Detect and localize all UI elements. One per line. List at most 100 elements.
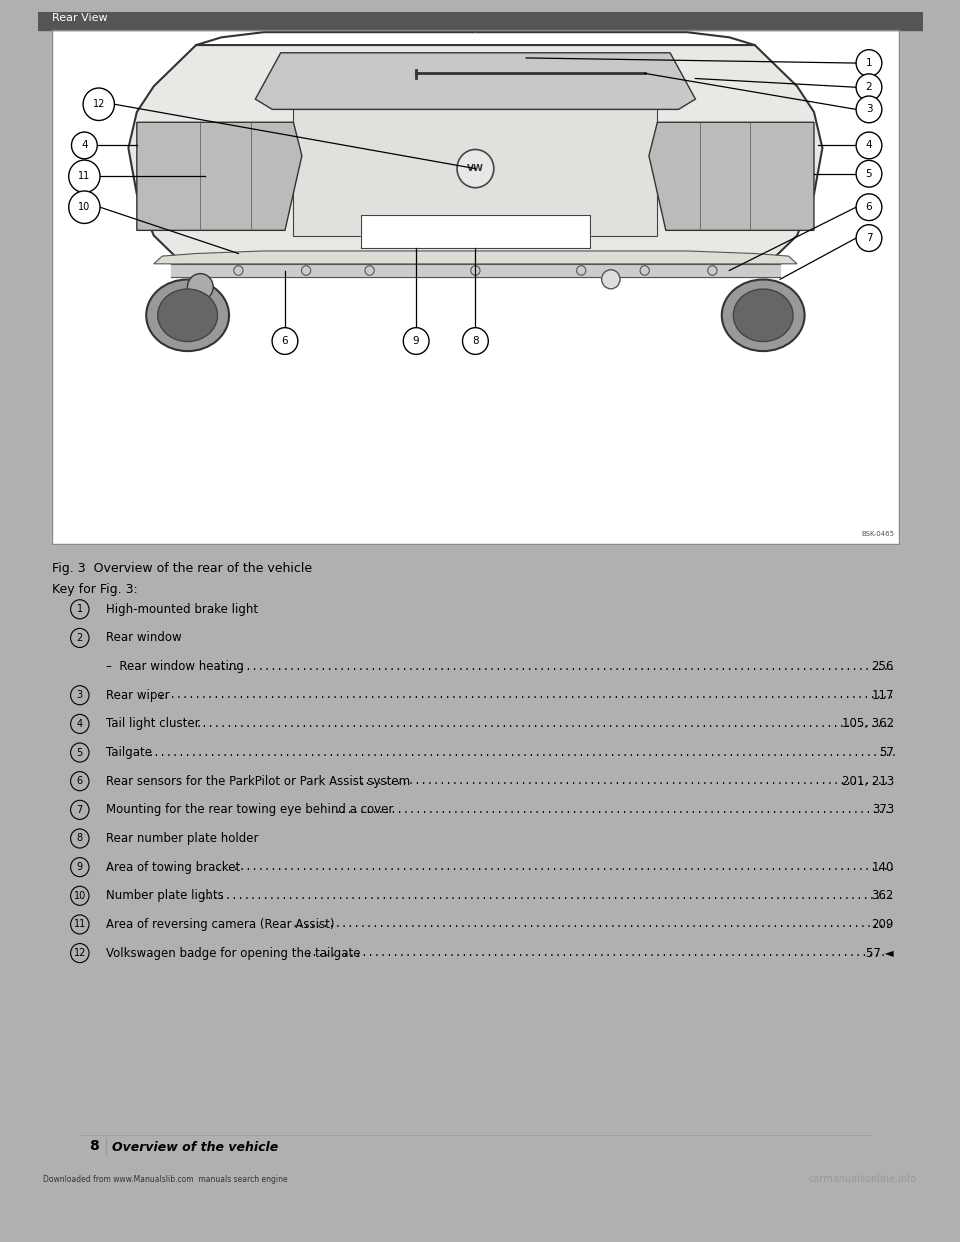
Text: ................................................................................: ........................................…	[195, 719, 896, 729]
Text: 5: 5	[77, 748, 83, 758]
Text: High-mounted brake light: High-mounted brake light	[106, 602, 257, 616]
Ellipse shape	[146, 279, 229, 351]
Text: 1: 1	[77, 605, 83, 615]
Text: 9: 9	[77, 862, 83, 872]
Text: 117: 117	[872, 689, 894, 702]
Text: 209: 209	[872, 918, 894, 932]
Text: ................................................................................: ........................................…	[214, 862, 896, 872]
Text: 11: 11	[74, 919, 86, 929]
Text: Area of reversing camera (Rear Assist): Area of reversing camera (Rear Assist)	[106, 918, 334, 932]
Circle shape	[856, 225, 882, 251]
Text: 12: 12	[92, 99, 105, 109]
Text: ................................................................................: ........................................…	[214, 662, 896, 672]
Text: 6: 6	[866, 202, 873, 212]
Text: 2: 2	[866, 82, 873, 92]
Circle shape	[187, 273, 213, 301]
Circle shape	[856, 73, 882, 101]
Text: 7: 7	[866, 233, 873, 243]
Text: ................................................................................: ........................................…	[334, 805, 890, 815]
Text: ................................................................................: ........................................…	[157, 691, 895, 700]
Polygon shape	[294, 102, 658, 236]
Circle shape	[602, 270, 620, 289]
Text: 4: 4	[81, 140, 87, 150]
Text: 8: 8	[89, 1139, 99, 1153]
Circle shape	[365, 266, 374, 276]
Ellipse shape	[722, 279, 804, 351]
Circle shape	[856, 194, 882, 221]
Text: Rear number plate holder: Rear number plate holder	[106, 832, 258, 845]
Text: ................................................................................: ........................................…	[305, 948, 887, 958]
Circle shape	[856, 132, 882, 159]
Text: 57 ◄: 57 ◄	[866, 946, 894, 960]
Text: 2: 2	[77, 633, 83, 643]
Polygon shape	[129, 45, 823, 272]
Text: 362: 362	[872, 889, 894, 902]
Text: Key for Fig. 3:: Key for Fig. 3:	[52, 582, 138, 596]
Text: 7: 7	[77, 805, 83, 815]
Polygon shape	[649, 122, 814, 230]
Circle shape	[272, 328, 298, 354]
Text: 5: 5	[866, 169, 873, 179]
Text: Tailgate: Tailgate	[106, 746, 152, 759]
Text: BSK-0465: BSK-0465	[861, 530, 894, 537]
Text: Volkswagen badge for opening the tailgate: Volkswagen badge for opening the tailgat…	[106, 946, 360, 960]
Text: Area of towing bracket: Area of towing bracket	[106, 861, 240, 873]
Text: 10: 10	[78, 202, 90, 212]
Text: Overview of the vehicle: Overview of the vehicle	[112, 1141, 278, 1154]
Circle shape	[856, 50, 882, 77]
Text: Mounting for the rear towing eye behind a cover: Mounting for the rear towing eye behind …	[106, 804, 393, 816]
Circle shape	[69, 160, 100, 193]
Text: 8: 8	[77, 833, 83, 843]
Text: Rear wiper: Rear wiper	[106, 689, 169, 702]
Text: –  Rear window heating: – Rear window heating	[106, 660, 244, 673]
Text: ................................................................................: ........................................…	[291, 919, 891, 929]
Text: Number plate lights: Number plate lights	[106, 889, 224, 902]
Text: 201, 213: 201, 213	[842, 775, 894, 787]
Text: Downloaded from www.Manualslib.com  manuals search engine: Downloaded from www.Manualslib.com manua…	[43, 1175, 288, 1184]
Text: 373: 373	[872, 804, 894, 816]
Circle shape	[71, 132, 97, 159]
Text: 6: 6	[281, 337, 288, 347]
Text: Tail light cluster: Tail light cluster	[106, 718, 199, 730]
Text: 9: 9	[413, 337, 420, 347]
Circle shape	[84, 88, 114, 120]
Text: 140: 140	[872, 861, 894, 873]
Circle shape	[856, 96, 882, 123]
Text: Rear View: Rear View	[52, 14, 108, 24]
Polygon shape	[137, 122, 301, 230]
Text: 1: 1	[866, 58, 873, 68]
Text: 4: 4	[866, 140, 873, 150]
Text: 57: 57	[879, 746, 894, 759]
Text: ................................................................................: ........................................…	[358, 776, 889, 786]
Text: Rear sensors for the ParkPilot or Park Assist system: Rear sensors for the ParkPilot or Park A…	[106, 775, 410, 787]
Text: 256: 256	[872, 660, 894, 673]
Text: 8: 8	[472, 337, 479, 347]
Bar	[52, 30, 899, 544]
Text: carmanualsonline.info: carmanualsonline.info	[808, 1175, 917, 1185]
Text: 12: 12	[74, 948, 86, 958]
Text: ................................................................................: ........................................…	[148, 748, 898, 758]
Circle shape	[470, 266, 480, 276]
Circle shape	[403, 328, 429, 354]
Circle shape	[640, 266, 649, 276]
Circle shape	[856, 160, 882, 188]
Text: 10: 10	[74, 891, 86, 900]
Text: 11: 11	[78, 171, 90, 181]
Circle shape	[708, 266, 717, 276]
Polygon shape	[154, 251, 797, 263]
Text: Rear window: Rear window	[106, 631, 181, 645]
Text: VW: VW	[467, 164, 484, 173]
Text: 4: 4	[77, 719, 83, 729]
Text: 3: 3	[77, 691, 83, 700]
Circle shape	[234, 266, 243, 276]
Circle shape	[301, 266, 311, 276]
Ellipse shape	[733, 289, 793, 342]
Text: 3: 3	[866, 104, 873, 114]
Text: ................................................................................: ........................................…	[200, 891, 894, 900]
Circle shape	[69, 191, 100, 224]
Text: 6: 6	[77, 776, 83, 786]
Circle shape	[457, 149, 493, 188]
Polygon shape	[255, 52, 695, 109]
Text: Fig. 3  Overview of the rear of the vehicle: Fig. 3 Overview of the rear of the vehic…	[52, 561, 312, 575]
Circle shape	[577, 266, 586, 276]
